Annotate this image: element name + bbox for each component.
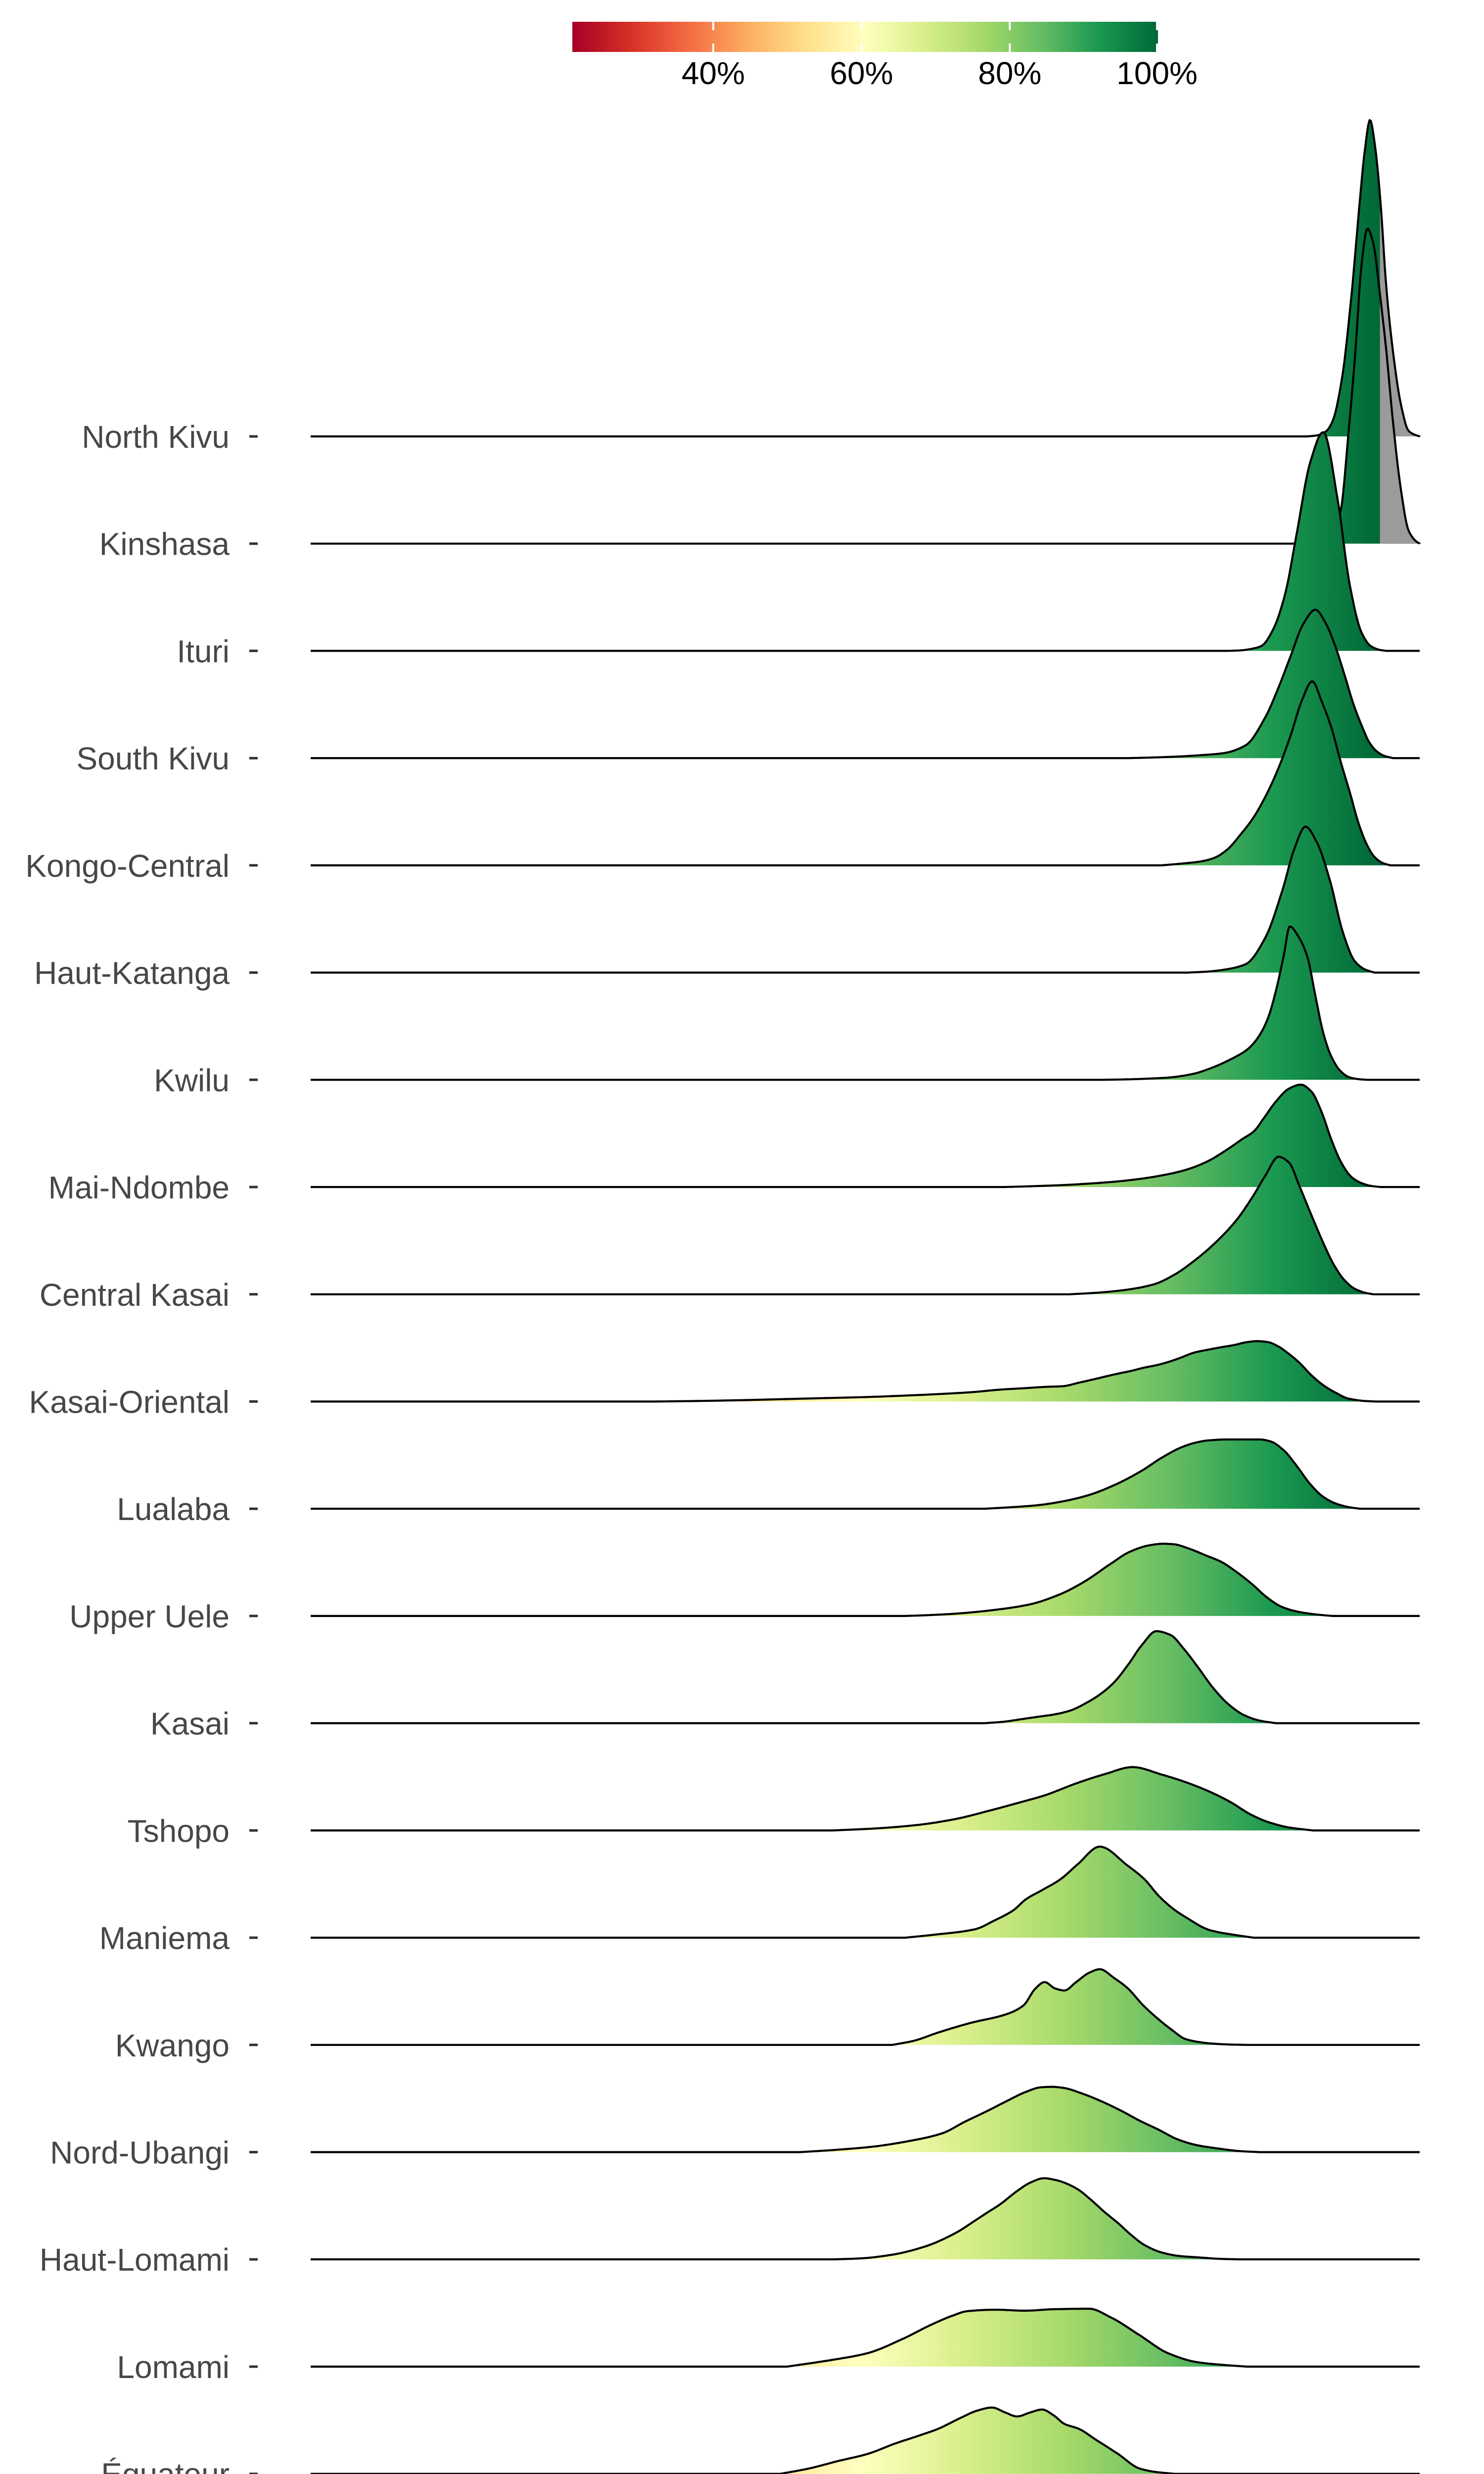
svg-text:Lomami: Lomami (117, 2349, 230, 2385)
svg-text:Kwilu: Kwilu (154, 1062, 230, 1098)
svg-text:Ituri: Ituri (177, 633, 230, 669)
svg-text:40%: 40% (682, 55, 745, 91)
svg-text:Kwango: Kwango (115, 2028, 230, 2063)
svg-text:Haut-Katanga: Haut-Katanga (34, 955, 230, 991)
svg-text:60%: 60% (830, 55, 893, 91)
svg-text:Upper Uele: Upper Uele (69, 1599, 230, 1634)
svg-text:North Kivu: North Kivu (82, 419, 230, 455)
svg-text:Lualaba: Lualaba (117, 1491, 230, 1527)
svg-text:Mai-Ndombe: Mai-Ndombe (48, 1170, 230, 1205)
svg-text:Central Kasai: Central Kasai (40, 1277, 230, 1313)
svg-text:South Kivu: South Kivu (76, 741, 230, 776)
svg-text:Kasai-Oriental: Kasai-Oriental (29, 1384, 230, 1420)
svg-text:Tshopo: Tshopo (128, 1813, 230, 1849)
svg-text:Haut-Lomami: Haut-Lomami (40, 2242, 230, 2278)
svg-text:Kinshasa: Kinshasa (99, 526, 230, 562)
svg-text:Kasai: Kasai (150, 1706, 230, 1742)
svg-text:100%: 100% (1116, 55, 1198, 91)
svg-text:Équateur: Équateur (101, 2457, 230, 2474)
svg-text:80%: 80% (978, 55, 1041, 91)
svg-text:Nord-Ubangi: Nord-Ubangi (50, 2135, 230, 2171)
svg-text:Maniema: Maniema (99, 1920, 230, 1956)
svg-text:Kongo-Central: Kongo-Central (25, 848, 230, 884)
